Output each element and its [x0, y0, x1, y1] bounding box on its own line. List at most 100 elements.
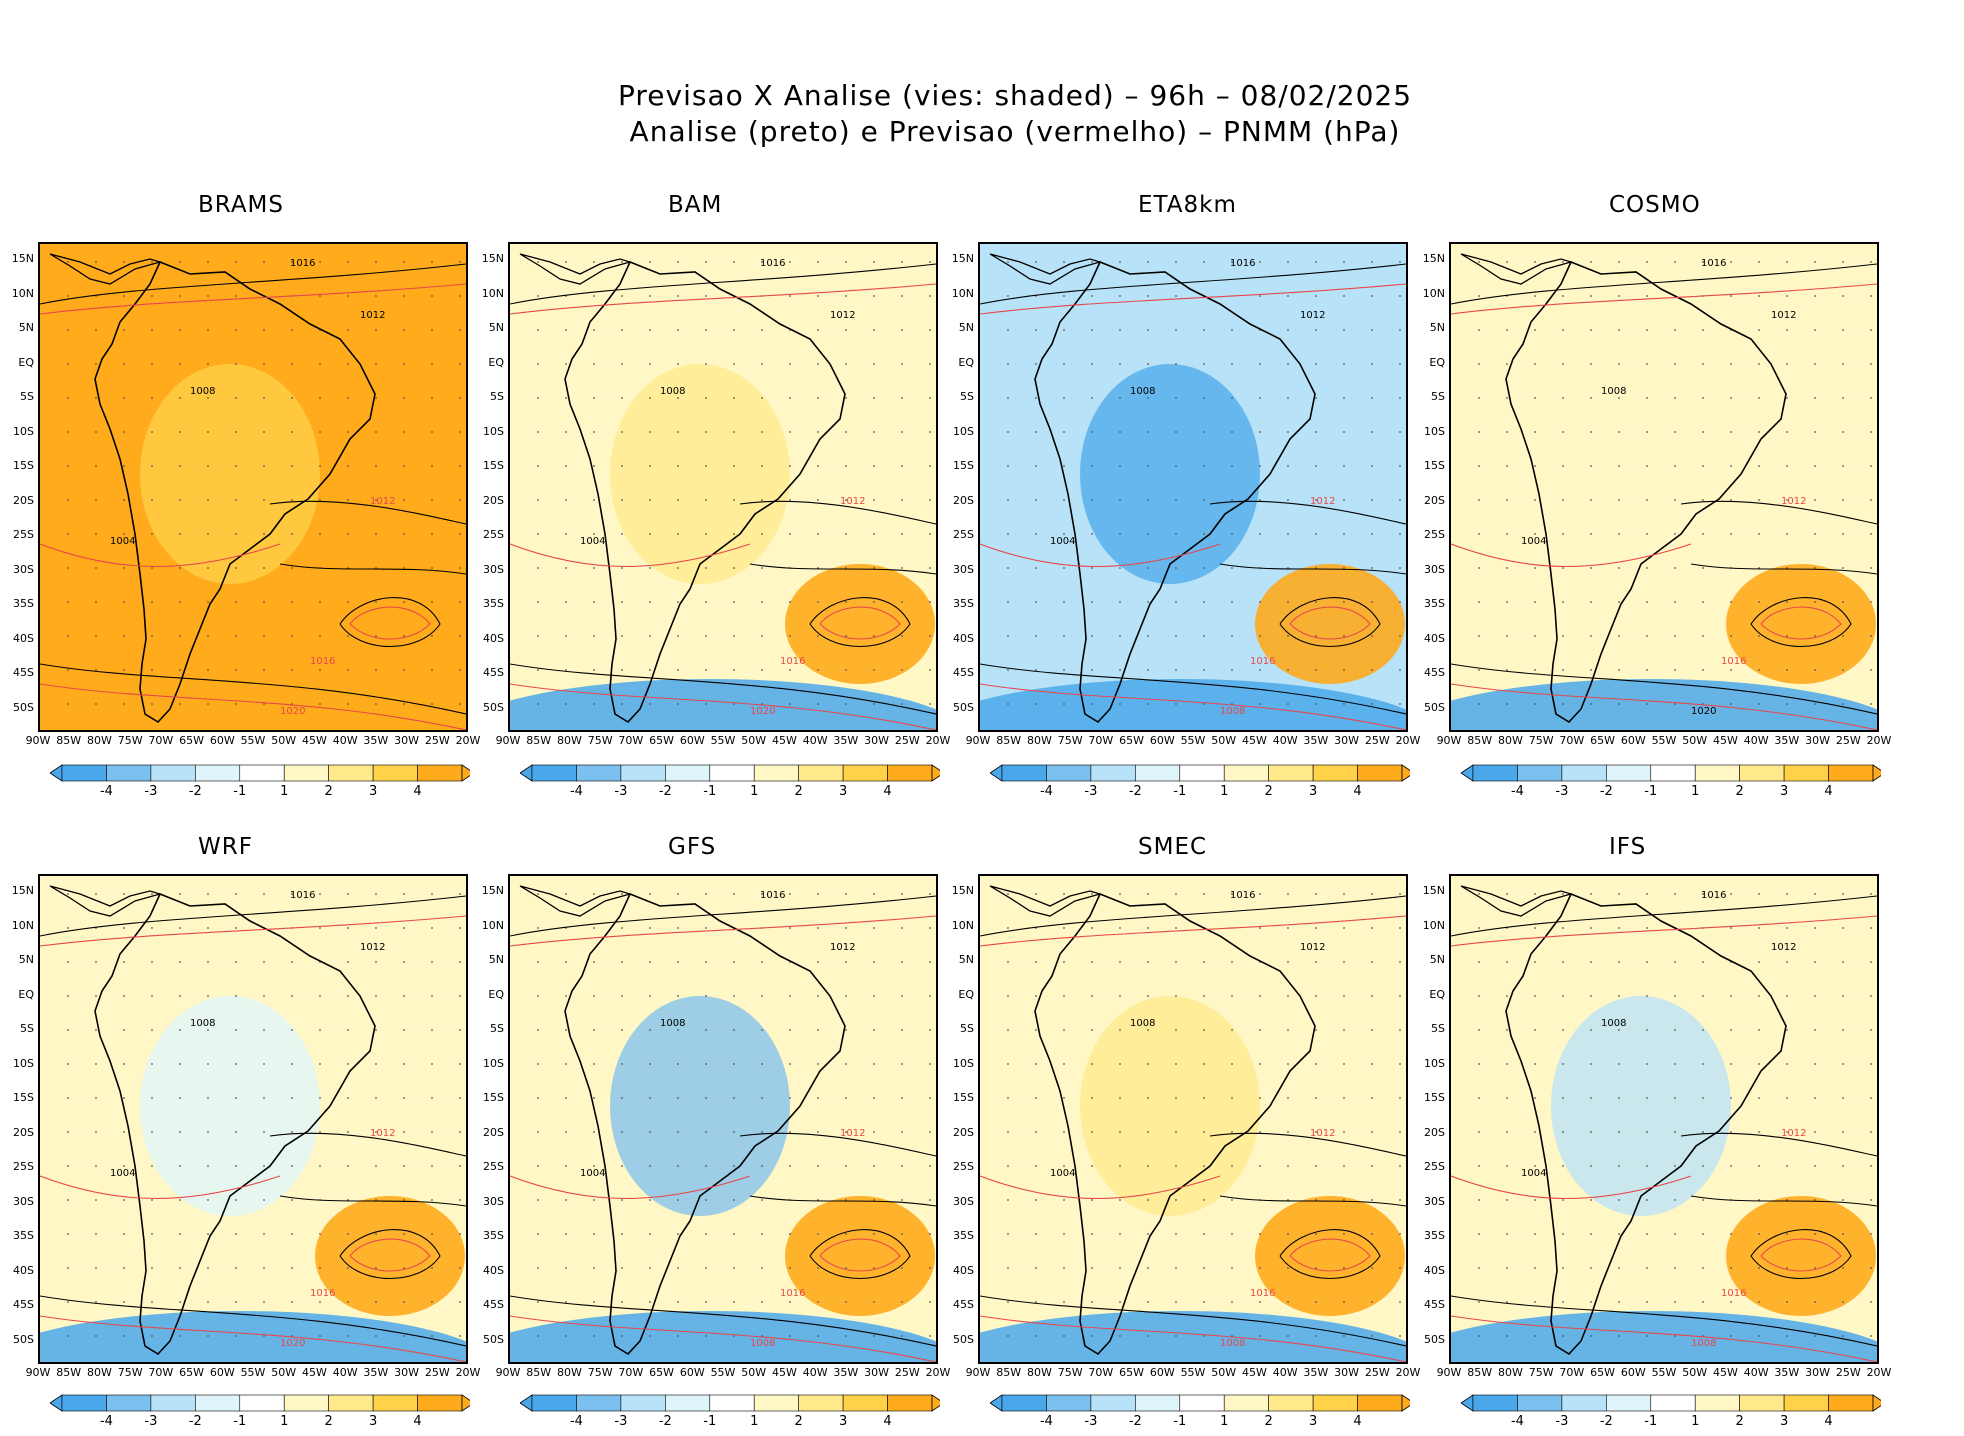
- colorbar-segment: [1179, 1394, 1225, 1412]
- grid-dot: [1674, 1097, 1676, 1099]
- grid-dot: [1315, 465, 1317, 467]
- grid-dot: [1562, 927, 1564, 929]
- colorbar-segment: [1606, 1394, 1652, 1412]
- grid-dot: [649, 1131, 651, 1133]
- grid-dot: [1478, 499, 1480, 501]
- grid-dot: [1730, 1097, 1732, 1099]
- grid-dot: [263, 1301, 265, 1303]
- colorbar-segment: [1135, 764, 1181, 782]
- grid-dot: [67, 635, 69, 637]
- longitude-label: 70W: [618, 734, 644, 747]
- grid-dot: [1814, 961, 1816, 963]
- latitude-label: 40S: [1424, 1263, 1445, 1277]
- isobar-line: [1289, 606, 1371, 640]
- longitude-label: 90W: [965, 734, 991, 747]
- grid-dot: [537, 1165, 539, 1167]
- grid-dot: [459, 1233, 461, 1235]
- latitude-label: 25S: [483, 528, 504, 541]
- colorbar-label: 1: [750, 1414, 759, 1429]
- grid-dot: [1259, 1165, 1261, 1167]
- isobar-line: [40, 915, 466, 947]
- grid-dot: [705, 1199, 707, 1201]
- grid-dot: [1231, 961, 1233, 963]
- grid-dot: [537, 1267, 539, 1269]
- grid-dot: [1203, 1131, 1205, 1133]
- grid-dot: [1562, 635, 1564, 637]
- grid-dot: [95, 635, 97, 637]
- grid-dot: [151, 1301, 153, 1303]
- grid-dot: [873, 1335, 875, 1337]
- grid-dot: [1399, 567, 1401, 569]
- coastline-central-america: [519, 885, 633, 917]
- isobar-label: 1012: [360, 942, 385, 953]
- grid-dot: [95, 1063, 97, 1065]
- grid-dot: [1758, 397, 1760, 399]
- grid-dot: [459, 499, 461, 501]
- grid-dot: [1231, 431, 1233, 433]
- grid-dot: [1287, 961, 1289, 963]
- latitude-label: 15N: [951, 252, 974, 265]
- grid-dot: [1842, 261, 1844, 263]
- colorbar-label: 2: [1735, 784, 1744, 799]
- latitude-label: EQ: [18, 987, 34, 1001]
- grid-dot: [537, 1029, 539, 1031]
- grid-dot: [67, 961, 69, 963]
- isobar-line: [510, 895, 936, 937]
- grid-dot: [1618, 703, 1620, 705]
- grid-dot: [1674, 1335, 1676, 1337]
- grid-dot: [207, 1199, 209, 1201]
- grid-dot: [1786, 533, 1788, 535]
- bias-shading-atlantic: [1255, 1196, 1405, 1316]
- isobar-line: [749, 1195, 936, 1207]
- grid-dot: [207, 893, 209, 895]
- grid-dot: [1478, 397, 1480, 399]
- grid-dot: [1478, 635, 1480, 637]
- grid-dot: [1343, 1301, 1345, 1303]
- latitude-label: 10S: [13, 1056, 34, 1070]
- grid-dot: [1478, 1029, 1480, 1031]
- isobar-line: [1219, 563, 1406, 575]
- grid-dot: [235, 329, 237, 331]
- grid-dot: [901, 1097, 903, 1099]
- grid-dot: [403, 397, 405, 399]
- grid-dot: [1399, 1097, 1401, 1099]
- grid-dot: [1287, 499, 1289, 501]
- grid-dot: [929, 533, 931, 535]
- grid-dot: [845, 1029, 847, 1031]
- coastline-south-america: [94, 892, 376, 1356]
- panel-title-smec: SMEC: [1138, 834, 1208, 860]
- colorbar-label: 3: [1308, 784, 1318, 799]
- coastline-central-america: [989, 253, 1103, 285]
- grid-dot: [1646, 1165, 1648, 1167]
- colorbar-segment: [1650, 764, 1696, 782]
- isobar-label: 1012: [830, 942, 855, 953]
- grid-dot: [459, 1097, 461, 1099]
- grid-dot: [459, 533, 461, 535]
- grid-dot: [151, 995, 153, 997]
- grid-dot: [1534, 261, 1536, 263]
- isobar-line: [349, 1238, 431, 1272]
- grid-dot: [431, 635, 433, 637]
- grid-dot: [1758, 995, 1760, 997]
- grid-dot: [1063, 1097, 1065, 1099]
- grid-dot: [1063, 567, 1065, 569]
- bias-shading-atlantic: [1726, 1196, 1876, 1316]
- latitude-label: 10N: [951, 286, 974, 300]
- grid-dot: [929, 1165, 931, 1167]
- grid-dot: [929, 295, 931, 297]
- grid-dot: [1562, 601, 1564, 603]
- longitude-label: 55W: [1651, 1366, 1677, 1379]
- grid-dot: [1343, 669, 1345, 671]
- grid-dot: [1562, 397, 1564, 399]
- longitude-label: 50W: [1682, 1366, 1708, 1379]
- grid-dot: [1730, 499, 1732, 501]
- grid-dot: [1702, 465, 1704, 467]
- grid-dot: [1786, 1301, 1788, 1303]
- latitude-label: 5N: [488, 953, 504, 966]
- grid-dot: [403, 1029, 405, 1031]
- latitude-label: 20S: [953, 1125, 974, 1139]
- grid-dot: [1646, 295, 1648, 297]
- isobar-label: 1020: [280, 706, 305, 717]
- isobar-line: [510, 683, 936, 730]
- grid-dot: [1175, 669, 1177, 671]
